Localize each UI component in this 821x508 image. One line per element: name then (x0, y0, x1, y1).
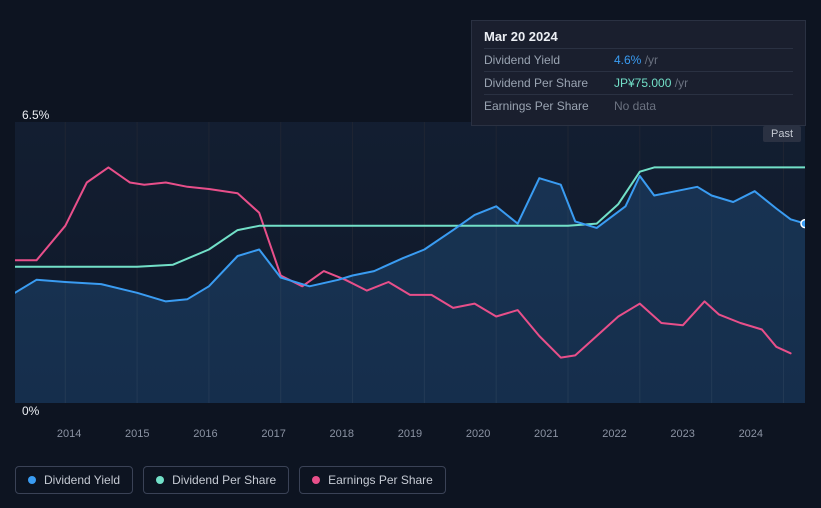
x-axis: 2014 2015 2016 2017 2018 2019 2020 2021 2022 2023… (15, 428, 805, 448)
tooltip-label: Dividend Yield (484, 53, 614, 67)
tooltip-value: No data (614, 99, 793, 113)
x-tick-label: 2015 (125, 428, 149, 448)
plot-area: Past (15, 122, 805, 403)
x-tick-label: 2016 (193, 428, 217, 448)
x-tick-label: 2021 (534, 428, 558, 448)
legend-label: Dividend Per Share (172, 473, 276, 487)
chart-svg (15, 122, 805, 403)
y-axis-max-label: 6.5% (22, 108, 49, 122)
x-tick-label: 2020 (466, 428, 490, 448)
tooltip-label: Dividend Per Share (484, 76, 614, 90)
legend-dot-icon (156, 476, 164, 484)
legend-item-dividend-per-share[interactable]: Dividend Per Share (143, 466, 289, 494)
tooltip-value-number: JP¥75.000 (614, 76, 671, 90)
tooltip-value-unit: /yr (645, 53, 658, 67)
legend-dot-icon (312, 476, 320, 484)
tooltip-value-number: No data (614, 99, 656, 113)
past-badge: Past (763, 126, 801, 142)
legend-dot-icon (28, 476, 36, 484)
legend-item-earnings-per-share[interactable]: Earnings Per Share (299, 466, 446, 494)
tooltip-row: Dividend Per Share JP¥75.000 /yr (484, 71, 793, 94)
chart-tooltip: Mar 20 2024 Dividend Yield 4.6% /yr Divi… (471, 20, 806, 126)
tooltip-value-unit: /yr (675, 76, 688, 90)
x-tick-label: 2023 (670, 428, 694, 448)
x-tick-label: 2024 (739, 428, 763, 448)
x-tick-label: 2022 (602, 428, 626, 448)
tooltip-row: Earnings Per Share No data (484, 94, 793, 117)
x-tick-label: 2018 (330, 428, 354, 448)
legend-label: Earnings Per Share (328, 473, 433, 487)
tooltip-label: Earnings Per Share (484, 99, 614, 113)
tooltip-date: Mar 20 2024 (484, 29, 793, 48)
legend-item-dividend-yield[interactable]: Dividend Yield (15, 466, 133, 494)
legend: Dividend Yield Dividend Per Share Earnin… (15, 466, 446, 494)
y-axis-min-label: 0% (22, 404, 39, 418)
chart-area[interactable]: 6.5% 0% Past (15, 100, 805, 425)
tooltip-value: 4.6% /yr (614, 53, 793, 67)
tooltip-value: JP¥75.000 /yr (614, 76, 793, 90)
legend-label: Dividend Yield (44, 473, 120, 487)
x-tick-label: 2017 (261, 428, 285, 448)
tooltip-row: Dividend Yield 4.6% /yr (484, 48, 793, 71)
x-tick-label: 2014 (57, 428, 81, 448)
x-tick-label: 2019 (398, 428, 422, 448)
tooltip-value-number: 4.6% (614, 53, 641, 67)
